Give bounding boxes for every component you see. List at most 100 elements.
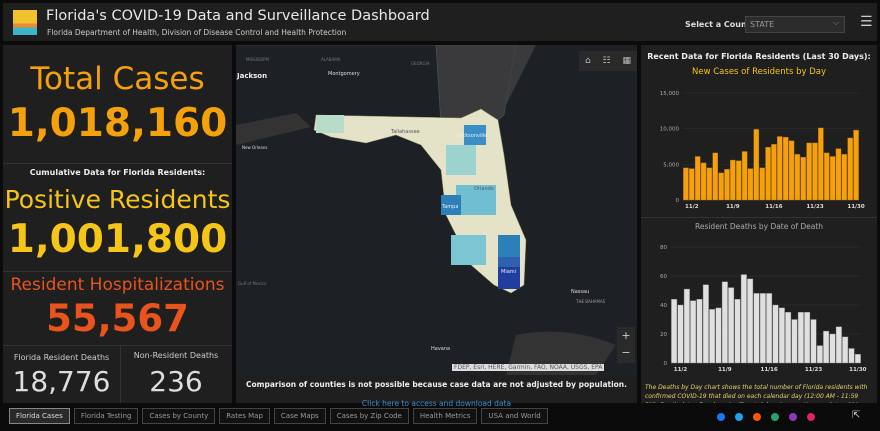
bar (804, 312, 811, 364)
bar (785, 312, 792, 364)
bar (806, 142, 812, 201)
x-tick-label: 11/9 (726, 204, 740, 210)
facebook-icon[interactable] (717, 413, 725, 421)
map-label-alabama: ALABAMA (321, 57, 341, 62)
deaths-chart-note: The Deaths by Day chart shows the total … (645, 384, 868, 403)
county-select[interactable]: STATE ⌵ (745, 16, 845, 33)
total-cases-label: Total Cases (30, 61, 205, 97)
bar (810, 319, 817, 364)
bar (730, 159, 736, 201)
bar (800, 156, 807, 201)
bar (829, 156, 836, 201)
bar (842, 336, 849, 364)
resident-deaths-label: Florida Resident Deaths (13, 353, 110, 362)
summary-panel: Total Cases 1,018,160 Cumulative Data fo… (3, 45, 232, 403)
bar (683, 167, 689, 201)
bar (671, 298, 678, 364)
bar (718, 172, 724, 201)
y-tick-label: 40 (660, 303, 667, 309)
tab-florida-cases[interactable]: Florida Cases (9, 408, 70, 424)
recent-data-heading: Recent Data for Florida Residents (Last … (647, 52, 871, 61)
divider (3, 345, 232, 346)
bar (712, 152, 718, 201)
dashboard-tabs: Florida Cases Florida Testing Cases by Cou… (9, 408, 548, 424)
bar (735, 160, 742, 201)
reddit-icon[interactable] (753, 413, 761, 421)
y-tick-label: 0 (676, 198, 680, 204)
email-icon[interactable] (789, 413, 797, 421)
bar (696, 298, 703, 364)
nonresident-deaths-value: 236 (149, 365, 203, 398)
menu-icon[interactable]: ☰ (860, 14, 873, 30)
map-label-mississippi: MISSISSIPPI (246, 57, 269, 62)
share-icon[interactable] (771, 413, 779, 421)
twitter-icon[interactable] (735, 413, 743, 421)
bar (741, 151, 748, 201)
map-attribution: FDEP, Esri, HERE, Garmin, FAO, NOAA, USG… (452, 364, 605, 371)
bar (700, 162, 707, 201)
hospitalizations-label: Resident Hospitalizations (10, 275, 225, 295)
bar (677, 304, 684, 364)
zoom-out-button[interactable]: − (621, 346, 631, 359)
map-label-miami: Miami (501, 269, 516, 275)
recent-data-panel: Recent Data for Florida Residents (Last … (641, 45, 877, 403)
bar (747, 278, 754, 364)
bar (853, 129, 859, 201)
external-link-icon[interactable]: ⇱ (852, 410, 861, 421)
county-select-label: Select a County (685, 20, 756, 29)
bar (777, 136, 783, 201)
bar (788, 140, 795, 201)
page-title: Florida's COVID-19 Data and Surveillance… (46, 8, 430, 24)
tab-cases-by-zip-code[interactable]: Cases by Zip Code (329, 408, 409, 424)
y-tick-label: 15,000 (660, 91, 680, 97)
tab-health-metrics[interactable]: Health Metrics (412, 408, 478, 424)
county-map[interactable]: MISSISSIPPI ALABAMA GEORGIA Jackson Mont… (236, 45, 637, 375)
tab-rates-map[interactable]: Rates Map (219, 408, 270, 424)
map-label-gulf: Gulf of Mexico (238, 281, 267, 286)
bar (734, 298, 741, 364)
x-tick-label: 11/23 (806, 204, 823, 210)
bar (690, 300, 697, 364)
deaths-chart-title: Resident Deaths by Date of Death (694, 222, 824, 231)
tab-case-maps[interactable]: Case Maps (273, 408, 326, 424)
tab-cases-by-county[interactable]: Cases by County (142, 408, 216, 424)
bar (797, 312, 804, 364)
home-icon[interactable]: ⌂ (584, 56, 591, 66)
bar (841, 154, 848, 201)
bar (706, 167, 713, 201)
bar (778, 307, 785, 364)
tab-usa-and-world[interactable]: USA and World (481, 408, 548, 424)
bar (724, 169, 730, 201)
x-tick-label: 11/30 (847, 204, 864, 210)
map-label-bahamas: THE BAHAMAS (575, 299, 606, 304)
bar (848, 348, 855, 364)
divider (641, 217, 877, 218)
zoom-controls: + − (617, 327, 635, 363)
county-select-value: STATE (750, 20, 775, 29)
bar (694, 156, 701, 201)
tab-florida-testing[interactable]: Florida Testing (73, 408, 139, 424)
y-tick-label: 60 (660, 274, 667, 280)
map-label-tallahassee: Tallahassee (390, 129, 420, 135)
x-tick-label: 11/16 (761, 367, 778, 373)
zoom-in-button[interactable]: + (621, 329, 631, 342)
map-label-tampa: Tampa (441, 204, 458, 210)
link-icon[interactable] (807, 413, 815, 421)
map-label-orlando: Orlando (474, 186, 494, 192)
bar (823, 152, 830, 201)
basemap-icon[interactable]: ▦ (622, 56, 632, 66)
bar (835, 148, 842, 201)
bar (812, 142, 818, 201)
bar (772, 304, 779, 364)
divider (120, 345, 121, 403)
page-subtitle: Florida Department of Health, Division o… (47, 28, 347, 37)
bar (753, 293, 760, 364)
map-label-georgia: GEORGIA (411, 61, 430, 66)
y-tick-label: 20 (660, 332, 667, 338)
bar (782, 137, 789, 201)
legend-icon[interactable]: ☷ (602, 56, 611, 66)
map-note: Comparison of counties is not possible b… (246, 380, 627, 389)
cases-chart: 0 5,000 10,000 15,000 11/2 11/9 11/16 11/23 11/3… (660, 91, 865, 210)
total-cases-value: 1,018,160 (7, 101, 228, 146)
download-data-link[interactable]: Click here to access and download data (361, 399, 512, 408)
